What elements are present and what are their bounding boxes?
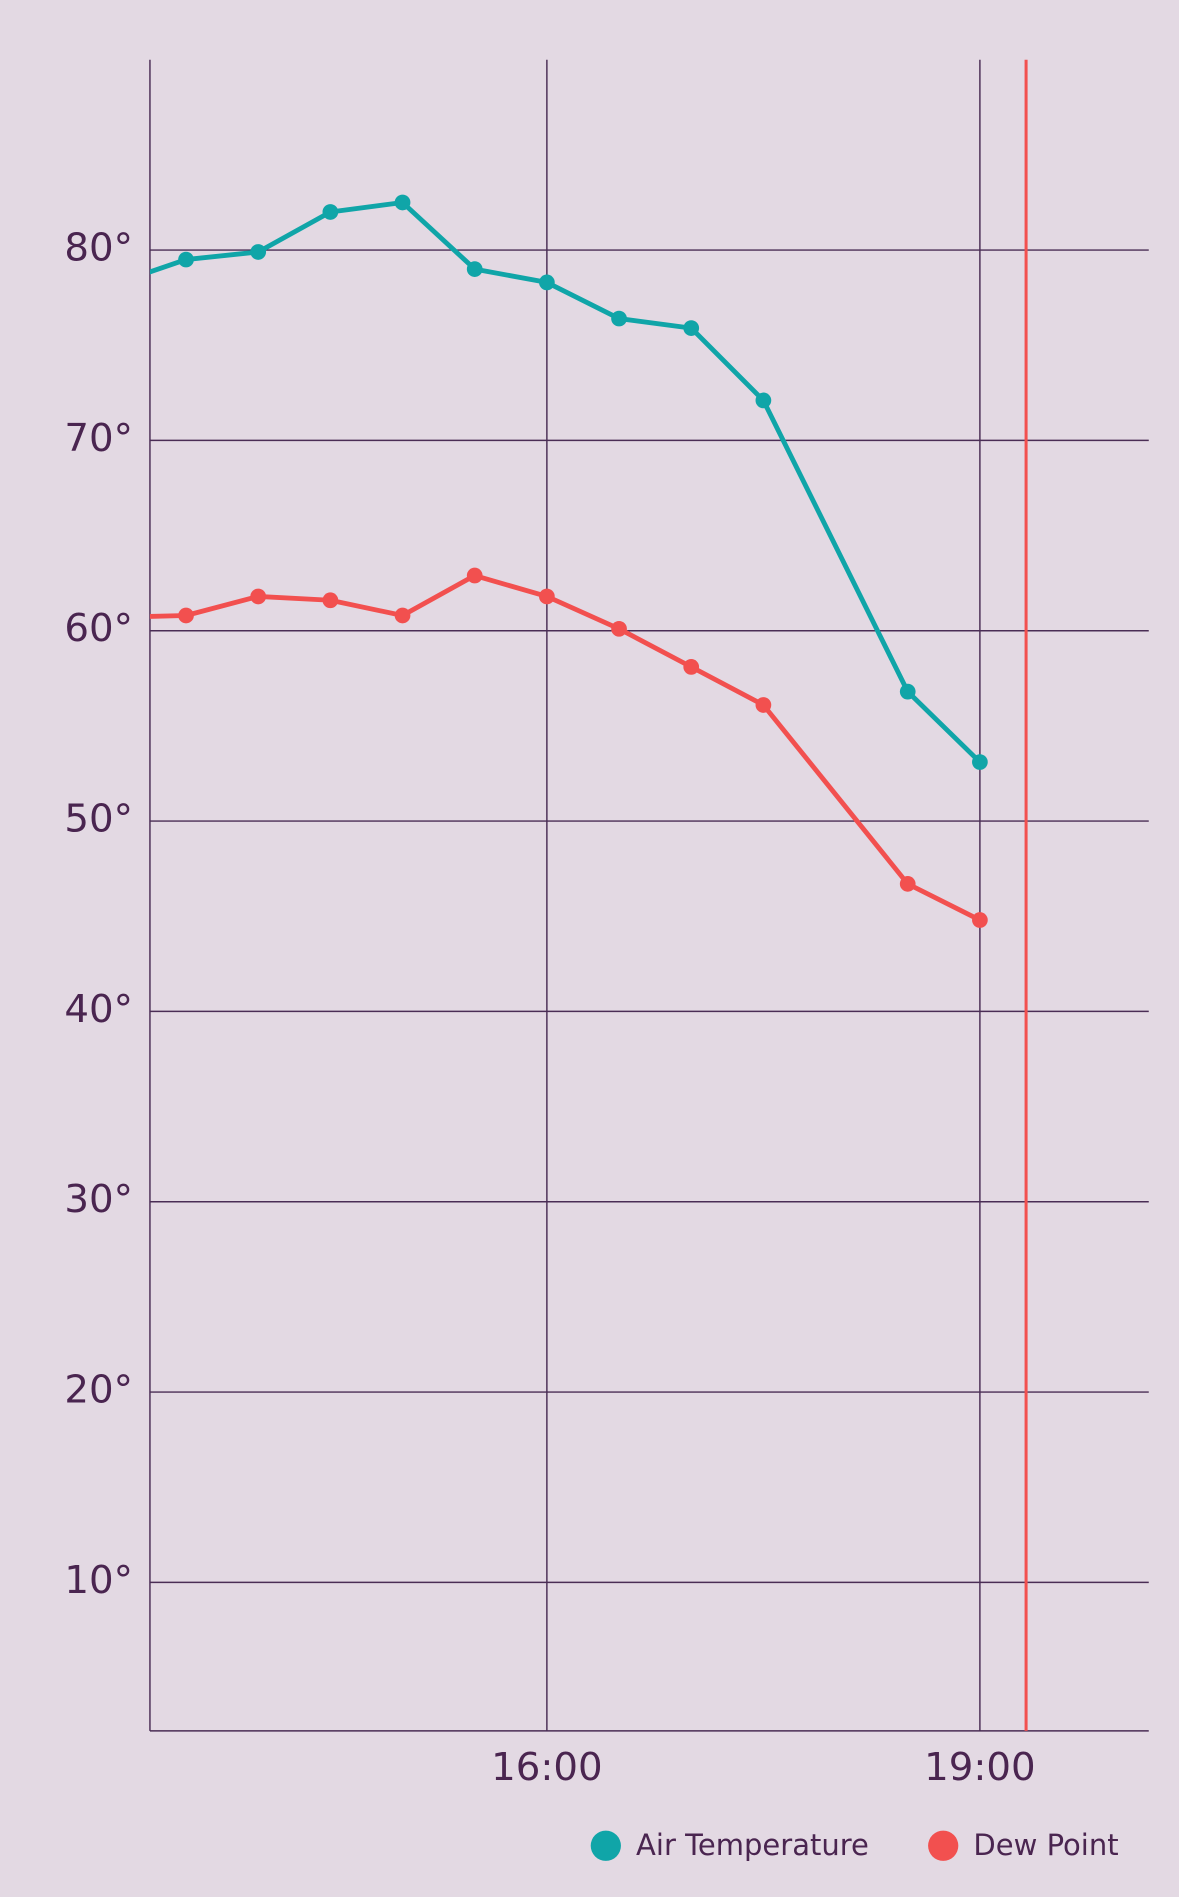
data-point [899, 876, 916, 892]
labels: 10° 20° 30° 40° 50° 60° 70° 80° 16:00 19:00 Air Te… [64, 226, 1118, 1862]
data-point [683, 320, 700, 336]
series-line [149, 200, 982, 764]
data-point [539, 588, 555, 605]
grid [149, 59, 1149, 1732]
data-point [611, 620, 627, 637]
data-point [755, 697, 772, 713]
data-point [539, 274, 555, 291]
data-point [899, 683, 916, 700]
y-tick-label: 70° [64, 416, 133, 461]
data-point [972, 754, 988, 770]
data-point [250, 588, 267, 605]
y-tick-label: 60° [64, 606, 133, 651]
legend-label: Dew Point [973, 1828, 1118, 1862]
data-point [466, 567, 483, 584]
y-tick-label: 20° [64, 1368, 133, 1413]
y-tick-label: 80° [64, 226, 133, 271]
data-point [178, 251, 194, 268]
data-point [611, 310, 627, 327]
data-point [322, 204, 339, 220]
data-point [106, 276, 122, 292]
data-point [755, 392, 772, 409]
y-tick-label: 10° [64, 1558, 133, 1603]
x-tick-label: 19:00 [924, 1745, 1036, 1790]
data-point [683, 659, 700, 675]
data-point [394, 194, 411, 211]
y-tick-label: 50° [64, 797, 133, 842]
legend-marker [590, 1830, 621, 1861]
y-tick-label: 40° [64, 987, 133, 1032]
data-point [322, 592, 339, 609]
plot [106, 194, 988, 928]
data-point [250, 244, 267, 260]
x-tick-label: 16:00 [491, 1745, 603, 1790]
legend-marker [928, 1830, 959, 1861]
data-point [466, 261, 483, 277]
data-point [972, 912, 988, 928]
data-point [178, 607, 194, 624]
data-point [394, 607, 411, 624]
series-line [149, 573, 981, 923]
legend-label: Air Temperature [636, 1828, 869, 1862]
y-tick-label: 30° [64, 1177, 133, 1222]
